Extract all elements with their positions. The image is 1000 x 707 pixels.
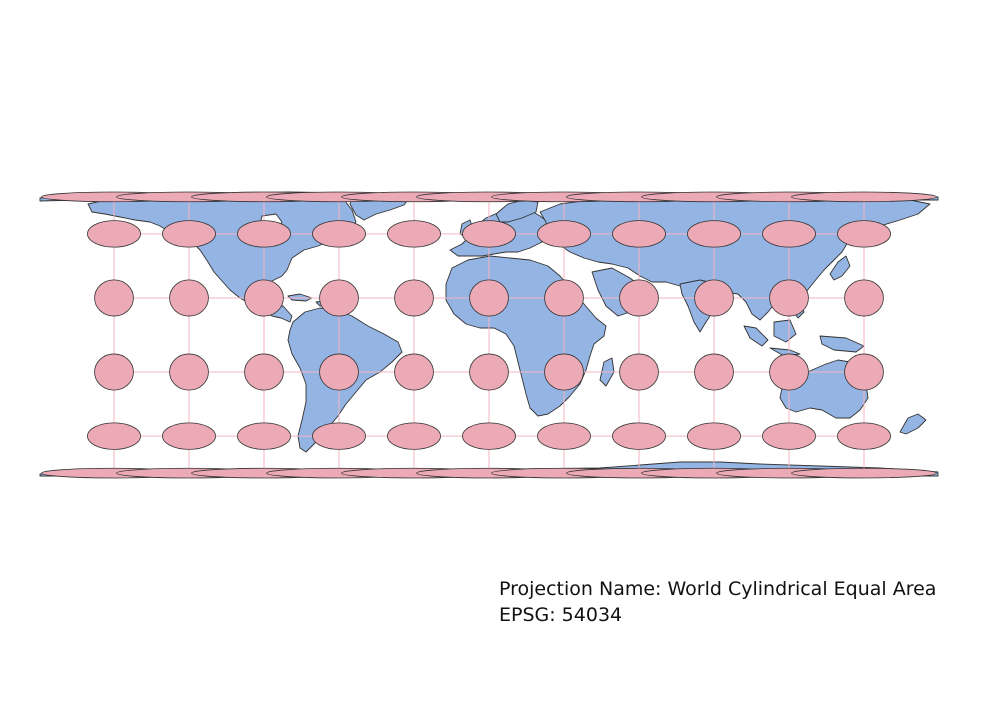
tissot-indicatrix	[87, 422, 141, 450]
tissot-indicatrix	[844, 279, 884, 317]
tissot-indicatrix	[162, 220, 216, 248]
tissot-indicatrix	[387, 220, 441, 248]
tissot-indicatrix	[837, 220, 891, 248]
tissot-indicatrices	[41, 191, 937, 479]
tissot-indicatrix	[791, 467, 937, 479]
tissot-indicatrix	[94, 279, 134, 317]
tissot-indicatrix	[244, 353, 284, 391]
tissot-indicatrix	[462, 422, 516, 450]
tissot-indicatrix	[169, 353, 209, 391]
tissot-indicatrix	[312, 220, 366, 248]
tissot-indicatrix	[791, 191, 937, 203]
tissot-indicatrix	[769, 353, 809, 391]
tissot-indicatrix	[762, 220, 816, 248]
tissot-indicatrix	[612, 220, 666, 248]
tissot-indicatrix	[319, 353, 359, 391]
tissot-indicatrix	[769, 279, 809, 317]
tissot-indicatrix	[544, 279, 584, 317]
tissot-indicatrix	[619, 353, 659, 391]
land-indonesia-sumatra	[743, 325, 769, 347]
tissot-indicatrix	[837, 422, 891, 450]
tissot-indicatrix	[537, 220, 591, 248]
tissot-indicatrix	[462, 220, 516, 248]
projection-name-label: Projection Name: World Cylindrical Equal…	[499, 578, 937, 600]
tissot-indicatrix	[87, 220, 141, 248]
tissot-indicatrix	[844, 353, 884, 391]
tissot-indicatrix	[162, 422, 216, 450]
tissot-indicatrix	[169, 279, 209, 317]
tissot-indicatrix	[237, 422, 291, 450]
tissot-indicatrix	[394, 279, 434, 317]
tissot-indicatrix	[694, 353, 734, 391]
tissot-indicatrix	[319, 279, 359, 317]
land-japan	[829, 255, 851, 281]
land-borneo	[773, 319, 797, 343]
tissot-indicatrix	[687, 422, 741, 450]
tissot-indicatrix	[544, 353, 584, 391]
tissot-indicatrix	[687, 220, 741, 248]
tissot-indicatrix	[94, 353, 134, 391]
tissot-indicatrix	[394, 353, 434, 391]
tissot-indicatrix	[619, 279, 659, 317]
land-new-zealand	[899, 413, 927, 435]
tissot-indicatrix	[244, 279, 284, 317]
tissot-indicatrix	[469, 279, 509, 317]
tissot-indicatrix	[612, 422, 666, 450]
map-caption: Projection Name: World Cylindrical Equal…	[499, 576, 936, 628]
tissot-indicatrix	[537, 422, 591, 450]
land-new-guinea	[819, 335, 865, 353]
tissot-indicatrix	[387, 422, 441, 450]
tissot-indicatrix	[237, 220, 291, 248]
tissot-indicatrix	[762, 422, 816, 450]
tissot-indicatrix	[469, 353, 509, 391]
tissot-indicatrix	[694, 279, 734, 317]
tissot-indicatrix	[312, 422, 366, 450]
land-scandinavia	[495, 199, 539, 223]
epsg-label: EPSG: 54034	[499, 604, 623, 626]
